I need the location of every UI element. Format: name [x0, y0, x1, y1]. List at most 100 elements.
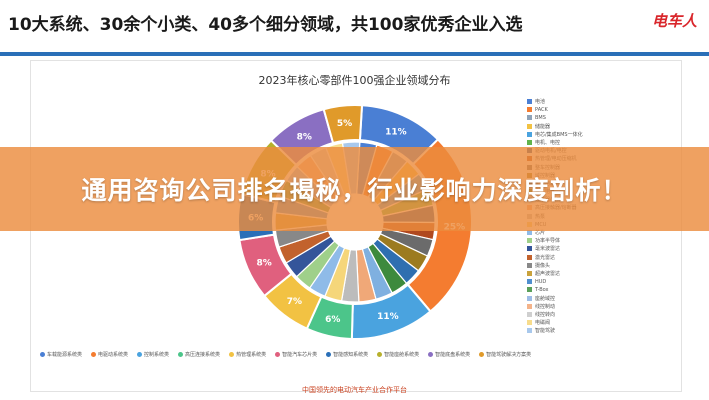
inner-legend-item: 摄像头: [527, 262, 647, 270]
legend-dot: [428, 352, 434, 357]
slice-label-4: 6%: [325, 315, 340, 325]
legend-swatch: [527, 328, 532, 334]
legend-dot: [40, 352, 45, 357]
inner-legend-item: 储能器: [527, 123, 647, 131]
category-legend-item: 控制系统类: [137, 352, 169, 358]
category-legend-item: 车载能源系统类: [40, 352, 82, 358]
legend-dot: [377, 352, 383, 357]
legend-dot: [137, 352, 143, 357]
legend-label: 激光雷达: [535, 254, 556, 261]
banner-title[interactable]: 通用咨询公司排名揭秘，行业影响力深度剖析！: [81, 176, 628, 205]
outer-slice-10: [322, 104, 364, 145]
page-headline: 10大系统、30余个小类、40多个细分领域，共100家优秀企业入选: [8, 15, 523, 35]
legend-label: 芯片: [535, 230, 546, 236]
legend-swatch: [527, 287, 532, 293]
inner-legend-item: 电磁阀: [527, 319, 647, 327]
legend-label: 线控转向: [535, 311, 556, 318]
inner-legend-item: 激光雷达: [527, 254, 647, 262]
legend-label: HUD: [535, 279, 547, 286]
legend-label: 电磁阀: [535, 320, 551, 327]
legend-label: 毫米波雷达: [535, 246, 561, 253]
legend-swatch: [527, 270, 532, 276]
legend-label: 线控制动: [535, 303, 556, 310]
inner-legend-item: 线控制动: [527, 303, 647, 311]
legend-swatch: [527, 123, 532, 129]
legend-swatch: [527, 320, 532, 326]
legend-swatch: [527, 230, 532, 235]
legend-label: 座舱域控: [535, 295, 556, 302]
category-legend-item: 智能座舱系统类: [377, 352, 419, 358]
inner-legend-item: BMS: [527, 114, 647, 122]
inner-legend-item: HUD: [527, 278, 647, 286]
inner-legend-item: 电芯/集成BMS一体化: [527, 131, 647, 139]
legend-swatch: [527, 295, 532, 301]
legend-swatch: [527, 303, 532, 309]
inner-legend-item: T-Box: [527, 286, 647, 294]
inner-legend-item: 智能驾驶: [527, 327, 647, 335]
legend-swatch: [527, 115, 532, 121]
slice-label-6: 8%: [256, 259, 271, 269]
legend-dot: [229, 352, 235, 357]
legend-swatch: [527, 262, 532, 268]
legend-label: 功率半导体: [535, 238, 561, 245]
slice-label-3: 11%: [377, 312, 399, 322]
slice-label-10: 5%: [337, 119, 352, 129]
legend-label: 控制系统类: [144, 352, 170, 358]
slice-label-9: 8%: [297, 132, 312, 142]
legend-swatch: [527, 246, 532, 252]
category-legend-item: 智能感知系统类: [326, 352, 368, 358]
legend-label: 热管理系统类: [236, 352, 267, 358]
legend-swatch: [527, 254, 532, 260]
inner-legend-item: 电池: [527, 98, 647, 106]
article-banner: 通用咨询公司排名揭秘，行业影响力深度剖析！: [0, 147, 709, 231]
brand-logo[interactable]: 电车人: [651, 12, 697, 30]
legend-swatch: [527, 279, 532, 285]
legend-label: 电驱动系统类: [98, 352, 129, 358]
legend-swatch: [527, 139, 532, 145]
header-bar: 10大系统、30余个小类、40多个细分领域，共100家优秀企业入选 电车人: [0, 0, 709, 56]
inner-legend-item: 芯片: [527, 229, 647, 237]
legend-label: 智能汽车芯片类: [282, 352, 318, 358]
category-legend-item: 电驱动系统类: [91, 352, 128, 358]
category-legend-item: 热管理系统类: [229, 352, 266, 358]
legend-label: 智能座舱系统类: [384, 352, 420, 358]
legend-label: PACK: [535, 107, 548, 114]
legend-dot: [479, 352, 485, 357]
inner-legend-item: PACK: [527, 106, 647, 114]
legend-dot: [91, 352, 97, 357]
legend-swatch: [527, 238, 532, 244]
legend-dot: [275, 352, 281, 357]
category-legend-item: 智能汽车芯片类: [275, 352, 317, 358]
legend-label: 电机、电控: [535, 139, 561, 146]
legend-dot: [178, 352, 184, 357]
legend-label: 智能底盘系统类: [435, 352, 471, 358]
inner-legend-item: 座舱域控: [527, 295, 647, 303]
category-legend-item: 高压连接系统类: [178, 352, 220, 358]
legend-label: 智能驾驶: [535, 328, 556, 335]
legend-label: 储能器: [535, 123, 551, 130]
legend-label: 智能驾驶解决方案类: [486, 352, 532, 358]
slice-label-5: 7%: [287, 297, 302, 307]
category-legend-item: 智能底盘系统类: [428, 352, 470, 358]
inner-legend-item: 功率半导体: [527, 237, 647, 245]
category-legend: 车载能源系统类 电驱动系统类 控制系统类 高压连接系统类 热管理系统类 智能汽车芯片类 智能…: [40, 351, 680, 358]
legend-label: 智能感知系统类: [333, 352, 369, 358]
legend-dot: [326, 352, 332, 357]
category-legend-item: 智能驾驶解决方案类: [479, 352, 531, 358]
legend-label: 车载能源系统类: [47, 352, 83, 358]
slice-label-1: 11%: [385, 127, 407, 137]
legend-swatch: [527, 311, 532, 317]
legend-swatch: [527, 99, 532, 104]
legend-label: BMS: [535, 115, 546, 122]
inner-legend-item: 毫米波雷达: [527, 245, 647, 253]
legend-label: T-Box: [535, 287, 549, 294]
legend-label: 电芯/集成BMS一体化: [535, 131, 583, 138]
legend-label: 高压连接系统类: [185, 352, 221, 358]
inner-legend-item: 线控转向: [527, 311, 647, 319]
legend-label: 超声波雷达: [535, 270, 561, 277]
legend-label: 摄像头: [535, 262, 551, 269]
legend-swatch: [527, 107, 532, 113]
legend-label: 电池: [535, 99, 546, 105]
chart-title: 2023年核心零部件100强企业领域分布: [258, 74, 451, 87]
legend-swatch: [527, 131, 532, 137]
